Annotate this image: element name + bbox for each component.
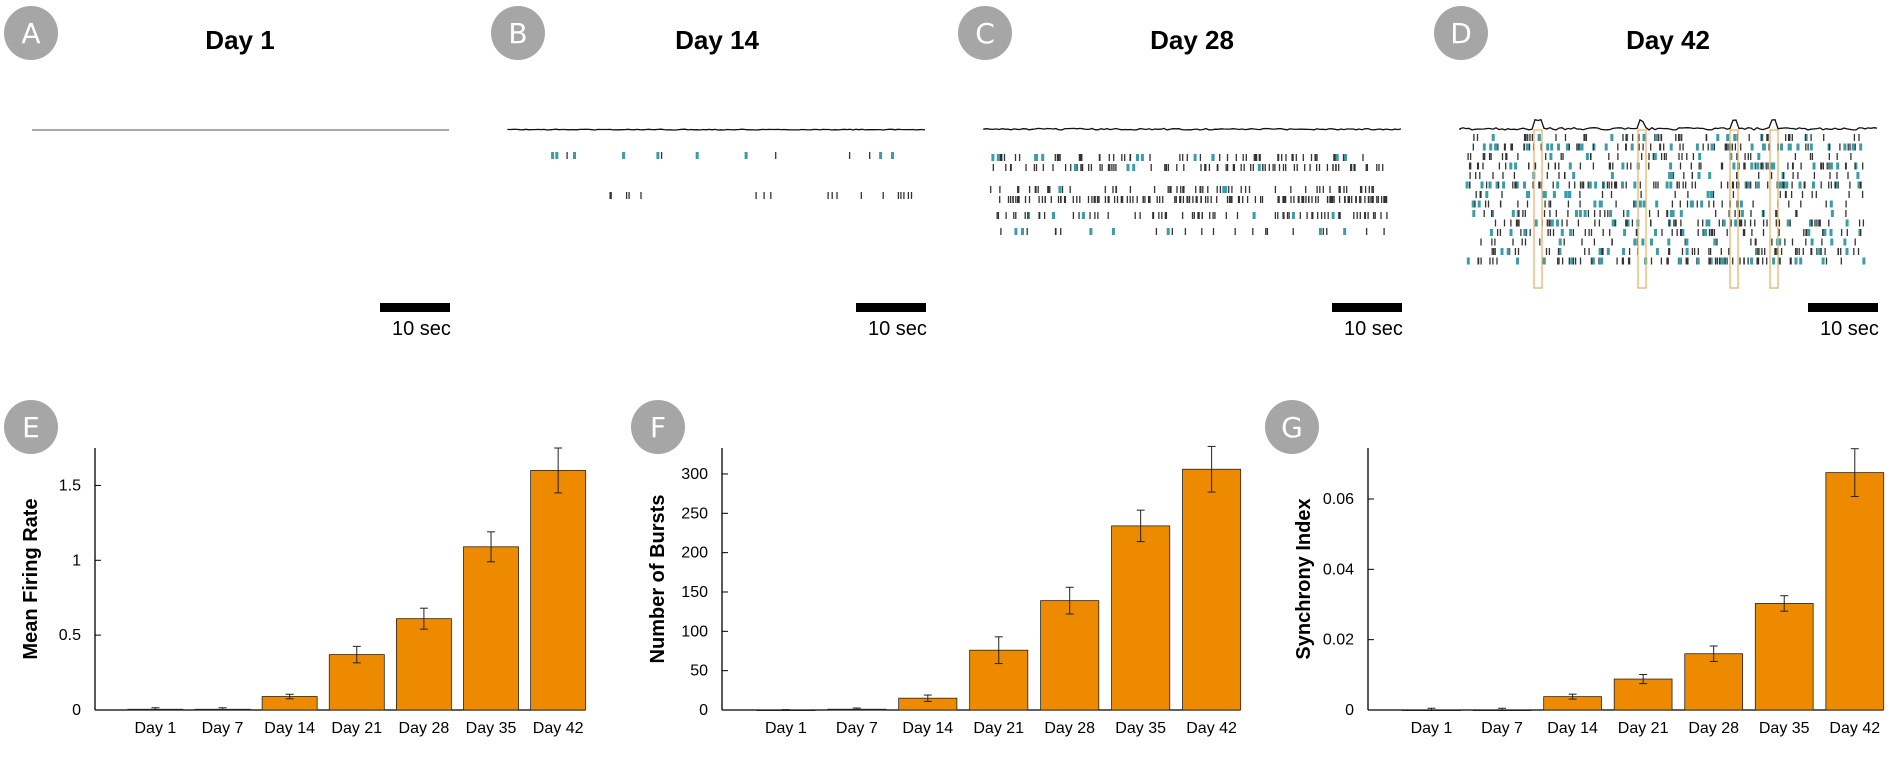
panel-title: Day 1 (205, 25, 275, 55)
scale-bar (856, 303, 926, 312)
bar (463, 546, 519, 711)
x-tick-label: Day 1 (765, 720, 807, 737)
y-tick-label: 100 (681, 623, 708, 640)
panel-badge: G (1265, 400, 1319, 454)
x-tick-label: Day 28 (1688, 720, 1739, 737)
panel-title: Day 28 (1150, 25, 1234, 55)
x-tick-label: Day 21 (1618, 720, 1669, 737)
synchrony-highlight (1533, 129, 1543, 289)
y-tick-label: 0.04 (1323, 561, 1354, 578)
y-tick-label: 50 (690, 663, 708, 680)
x-tick-label: Day 14 (264, 720, 315, 737)
x-tick-label: Day 35 (1115, 720, 1166, 737)
y-tick-label: 0 (699, 702, 708, 719)
bar (1754, 603, 1814, 711)
scale-bar (1332, 303, 1402, 312)
bar (395, 618, 452, 711)
x-tick-label: Day 7 (836, 720, 878, 737)
bar-chart: 0 0.02 0.04 0.06 Synchrony Index Day 1 Day 7 Da… (1293, 448, 1885, 737)
population-trace (983, 127, 1402, 131)
y-axis-label: Number of Bursts (647, 495, 669, 664)
bar (1825, 472, 1885, 711)
x-tick-label: Day 7 (1481, 720, 1523, 737)
bar-chart: 0 0.5 1 1.5 Mean Firing Rate Day 1 Day 7 Day 14… (20, 447, 587, 737)
x-tick-label: Day 35 (466, 720, 517, 737)
scale-bar-label: 10 sec (392, 318, 451, 340)
bar (1684, 653, 1744, 711)
y-tick-label: 1 (72, 552, 81, 569)
scale-bar-label: 10 sec (1820, 318, 1879, 340)
scale-bar-label: 10 sec (868, 318, 927, 340)
x-tick-label: Day 42 (1186, 720, 1237, 737)
x-tick-label: Day 1 (1411, 720, 1453, 737)
x-tick-label: Day 28 (1044, 720, 1095, 737)
x-tick-label: Day 35 (1759, 720, 1810, 737)
x-tick-label: Day 28 (399, 720, 450, 737)
synchrony-highlight (1729, 129, 1739, 289)
population-trace (1459, 118, 1878, 131)
bar (328, 654, 385, 711)
bar (530, 470, 587, 711)
panel-badge: B (491, 6, 545, 60)
x-tick-label: Day 42 (1829, 720, 1880, 737)
y-tick-label: 1.5 (59, 477, 81, 494)
y-tick-label: 0 (1345, 702, 1354, 719)
y-axis-label: Synchrony Index (1293, 498, 1315, 659)
bar-chart: 0 50 100 150 200 250 300 Number of Bursts Day 1 D… (647, 445, 1242, 737)
panel-title: Day 14 (675, 25, 759, 55)
panel-badge: A (4, 6, 58, 60)
scale-bar-label: 10 sec (1344, 318, 1403, 340)
y-tick-label: 200 (681, 545, 708, 562)
x-tick-label: Day 14 (1547, 720, 1598, 737)
synchrony-highlight (1637, 129, 1647, 289)
y-tick-label: 0.06 (1323, 491, 1354, 508)
scale-bar (380, 303, 450, 312)
y-tick-label: 300 (681, 466, 708, 483)
y-tick-label: 0.5 (59, 627, 81, 644)
synchrony-highlight (1769, 129, 1779, 289)
x-tick-label: Day 21 (331, 720, 382, 737)
bar (1111, 525, 1171, 711)
x-tick-label: Day 14 (902, 720, 953, 737)
y-axis-label: Mean Firing Rate (20, 498, 42, 659)
y-tick-label: 250 (681, 505, 708, 522)
bar (1182, 468, 1242, 711)
scale-bar (1808, 303, 1878, 312)
x-tick-label: Day 7 (202, 720, 244, 737)
spike-raster (983, 127, 1402, 235)
y-tick-label: 150 (681, 584, 708, 601)
spike-raster (1459, 118, 1878, 289)
x-tick-label: Day 42 (533, 720, 584, 737)
y-tick-label: 0 (72, 702, 81, 719)
panel-badge: D (1434, 6, 1488, 60)
panel-badge: C (958, 6, 1012, 60)
x-tick-label: Day 21 (973, 720, 1024, 737)
x-tick-label: Day 1 (135, 720, 177, 737)
bar (1040, 600, 1100, 711)
panel-title: Day 42 (1626, 25, 1710, 55)
panel-badge: F (631, 400, 685, 454)
spike-raster (32, 129, 449, 131)
y-tick-label: 0.02 (1323, 632, 1354, 649)
spike-raster (507, 128, 926, 199)
population-trace (507, 128, 926, 131)
panel-badge: E (4, 400, 58, 454)
